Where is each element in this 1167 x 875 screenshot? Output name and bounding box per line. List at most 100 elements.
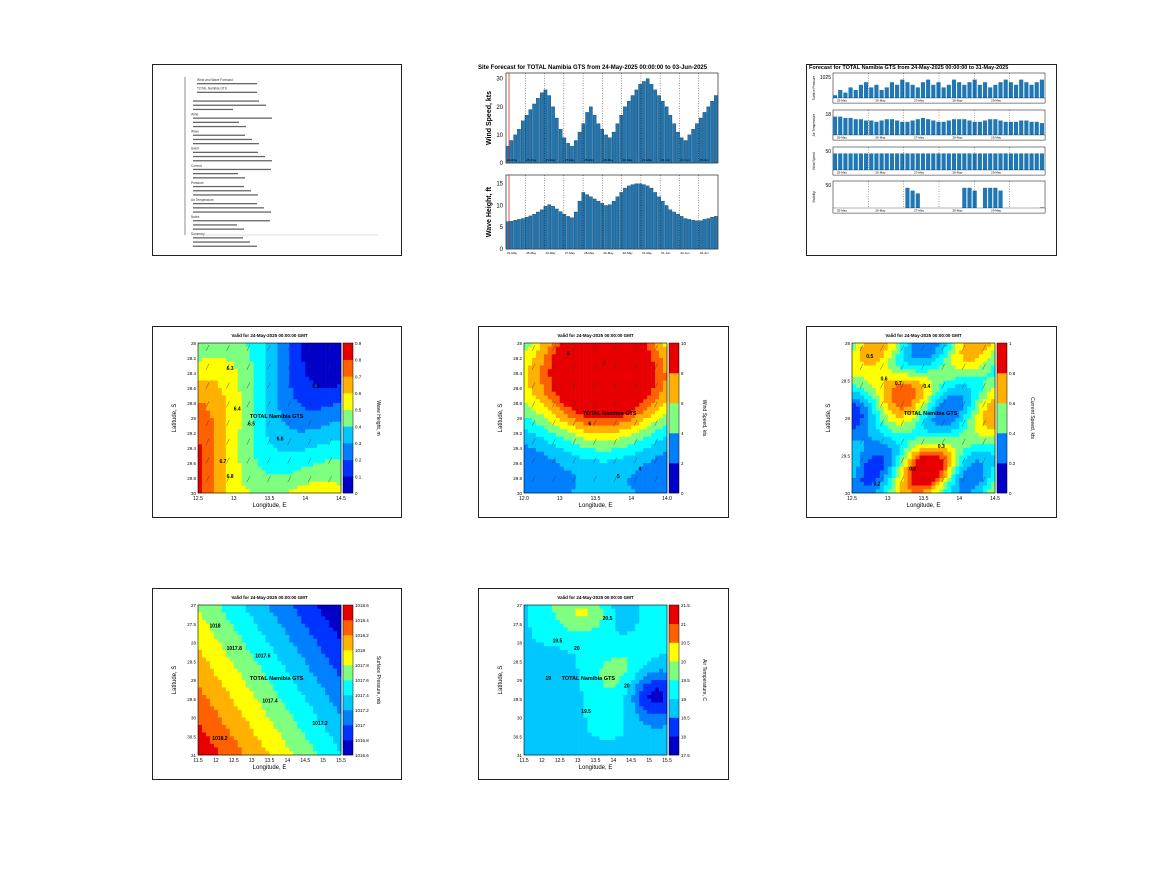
map-cbar-tick: 0 [355,491,358,496]
map-ytick: 28.8 [187,401,196,406]
map-cell [571,369,576,374]
map-cell [575,406,580,411]
map-cell [213,384,219,389]
map-cell [987,466,992,471]
map-cell [919,481,924,486]
map-arrow [287,363,291,370]
map-cell [931,481,936,486]
map-cell [959,436,964,441]
map-cell [651,478,656,483]
map-cell [607,346,612,351]
map-cell [241,399,246,404]
map-cell [257,399,262,404]
map-cell [859,436,865,441]
map-cell [852,455,857,460]
map-cell [971,365,976,370]
map-cell [643,414,648,419]
map-cell [859,444,865,449]
map-cell [583,440,588,445]
map-cell [583,463,588,468]
map-cell [309,384,314,389]
mp-bar [848,117,853,140]
map-cell [309,354,314,359]
wave-bar [668,209,673,250]
map-cell [879,463,885,468]
map-cell [337,414,342,419]
map-cell [867,410,873,415]
map-cell [975,399,980,404]
map-cell [979,444,984,449]
mp-bar [874,84,879,103]
map-cell [655,448,660,453]
map-cell [923,395,928,400]
map-cell [971,448,976,453]
map-cell [555,399,561,404]
map-cell [305,395,310,400]
map-cell [277,440,282,445]
map-cell [615,373,620,378]
mp-tick-label: 28-May [952,136,963,140]
map-cell [575,433,580,438]
map-cell [587,350,592,355]
map-cell [225,470,231,475]
mp-bar [843,92,848,103]
map-cell [547,369,553,374]
map-cell [225,346,231,351]
map-cell [967,444,972,449]
map-cell [991,421,996,426]
map-cell [983,358,988,363]
map-cell [333,376,338,381]
map-cell [527,346,533,351]
map-cell [225,361,231,366]
map-cell [979,466,984,471]
map-cell [935,455,940,460]
map-cell [883,418,889,423]
map-arrow [880,419,884,427]
map-cell [863,384,869,389]
map-cell [205,433,211,438]
wind-bar [657,95,661,164]
map-cell [333,451,338,456]
map-cell [285,489,290,494]
map-cell [563,425,568,430]
map-cell [337,444,342,449]
map-cell [991,485,996,490]
map-cell [261,388,266,393]
map-cell [221,429,227,434]
map-cell [619,418,624,423]
map-cell [221,448,227,453]
map-cell [603,440,608,445]
map-cell [639,343,644,348]
map-cell [285,459,290,464]
map-cell [855,429,861,434]
ts-date-label: 27-May [565,158,576,162]
map-cell [317,376,322,381]
map-cell [899,436,904,441]
map-cell [871,455,877,460]
map-cell [659,440,664,445]
map-cell [205,403,211,408]
map-cell [317,391,322,396]
map-cell [281,485,286,490]
map-cell [245,369,250,374]
map-cell [655,414,660,419]
map-cell [879,429,885,434]
map-cell [555,451,561,456]
map-cell [915,410,920,415]
map-cell [269,410,274,415]
map-cell [951,395,956,400]
map-cell [611,433,616,438]
map-cell [875,444,881,449]
map-cell [539,365,545,370]
map-cell [201,391,207,396]
map-cell [895,350,900,355]
map-cell [931,489,936,494]
map-cell [281,455,286,460]
map-cell [647,421,652,426]
map-contour-label: 4 [638,467,641,473]
map-cell [883,436,889,441]
map-cell [867,436,873,441]
map-cell [883,410,889,415]
map-cell [325,384,330,389]
map-cell [217,444,223,449]
